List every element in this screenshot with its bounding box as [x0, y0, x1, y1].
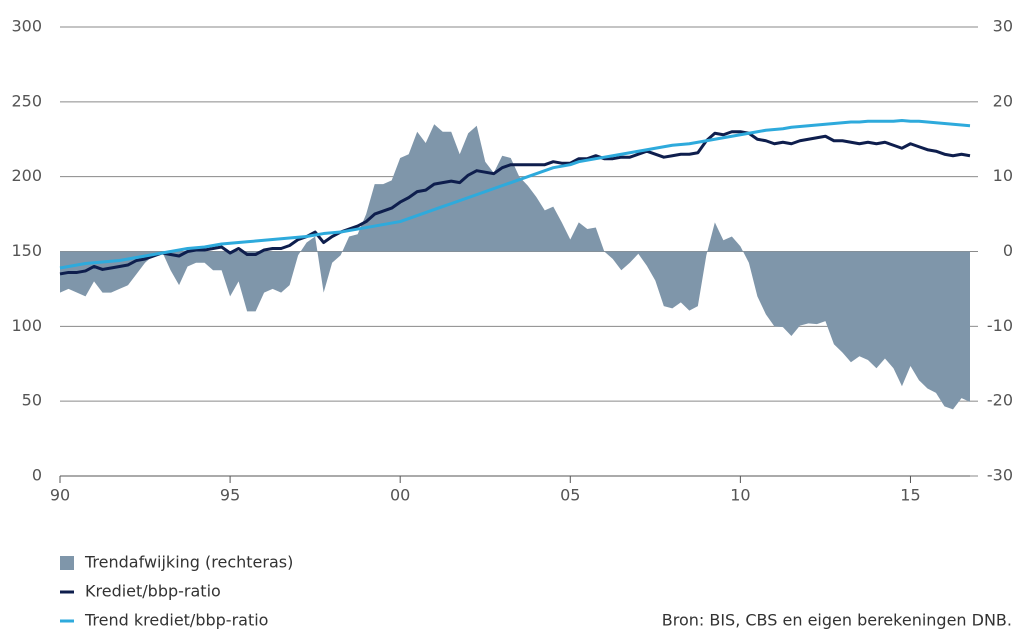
- y2-tick-label: 30: [993, 17, 1013, 36]
- y2-tick-label: 20: [993, 91, 1013, 110]
- legend-swatch: [60, 556, 74, 570]
- y-tick-label: 150: [11, 241, 42, 260]
- y-tick-label: 250: [11, 91, 42, 110]
- x-tick-label: 95: [220, 486, 240, 505]
- y2-tick-label: -30: [987, 466, 1013, 485]
- legend-label: Trendafwijking (rechteras): [84, 553, 293, 572]
- y-tick-label: 50: [22, 391, 42, 410]
- x-tick-label: 10: [730, 486, 750, 505]
- y-tick-label: 200: [11, 166, 42, 185]
- legend-label: Trend krediet/bbp-ratio: [84, 611, 268, 630]
- legend-label: Krediet/bbp-ratio: [85, 582, 221, 601]
- marks: [59, 119, 971, 410]
- line: [59, 130, 971, 276]
- y2-tick-label: 10: [993, 166, 1013, 185]
- x-tick-label: 15: [900, 486, 920, 505]
- y-tick-label: 300: [11, 17, 42, 36]
- area: [60, 124, 970, 410]
- y2-tick-label: -10: [987, 316, 1013, 335]
- x-tick-label: 00: [390, 486, 410, 505]
- x-tick-label: 05: [560, 486, 580, 505]
- x-tick-label: 90: [50, 486, 70, 505]
- line: [59, 119, 971, 270]
- legend: Trendafwijking (rechteras) Krediet/bbp-ra…: [60, 553, 293, 630]
- y-tick-label: 0: [32, 466, 42, 485]
- y2-tick-label: -20: [987, 391, 1013, 410]
- source: Bron: BIS, CBS en eigen berekeningen DNB…: [662, 611, 1012, 630]
- y-tick-label: 100: [11, 316, 42, 335]
- y2-tick-label: 0: [1003, 241, 1013, 260]
